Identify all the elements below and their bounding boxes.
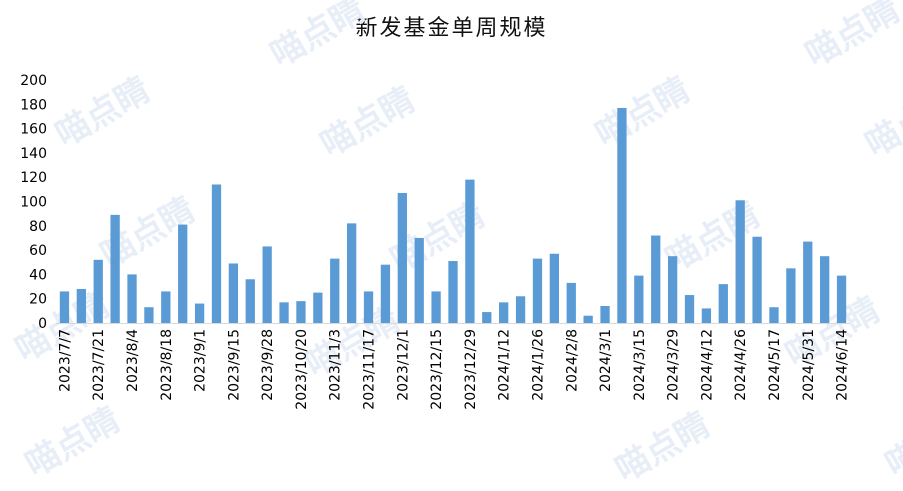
x-tick-label: 2023/12/29 (463, 329, 479, 410)
x-tick-label: 2023/9/28 (260, 329, 276, 401)
bar (448, 261, 458, 323)
bar (110, 214, 120, 323)
y-tick-label: 80 (29, 219, 47, 235)
bar (414, 237, 424, 323)
bar (144, 307, 154, 323)
bar (465, 179, 475, 323)
bar (549, 253, 560, 323)
bar (346, 223, 357, 323)
bar (313, 292, 323, 323)
x-tick-label: 2024/1/26 (530, 329, 546, 401)
bar (532, 258, 543, 323)
x-tick-label: 2023/9/1 (193, 329, 209, 392)
bar (482, 312, 492, 323)
x-tick-label: 2023/12/15 (429, 329, 445, 410)
chart-title: 新发基金单周规模 (355, 16, 548, 41)
x-tick-label: 2024/1/12 (497, 329, 513, 401)
bar (752, 236, 762, 323)
bar (363, 291, 374, 323)
x-tick-label: 2023/12/1 (395, 329, 411, 401)
y-tick-label: 20 (29, 292, 47, 308)
bar (59, 291, 70, 323)
bar (76, 288, 86, 323)
bar (769, 307, 779, 323)
x-tick-label: 2024/5/17 (767, 329, 783, 401)
bar (228, 263, 239, 323)
bar (161, 291, 171, 323)
bar (211, 184, 222, 323)
bar (600, 305, 610, 323)
x-tick-label: 2023/11/3 (328, 329, 344, 401)
y-tick-label: 120 (20, 170, 47, 186)
x-tick-label: 2024/4/12 (699, 329, 715, 401)
x-tick-label: 2024/2/8 (564, 329, 580, 392)
bar (93, 259, 103, 323)
x-tick-label: 2023/8/18 (159, 329, 175, 401)
bar (330, 258, 340, 323)
y-tick-label: 160 (20, 122, 47, 138)
bar (701, 308, 712, 323)
x-tick-label: 2024/3/15 (632, 329, 648, 401)
x-tick-label: 2023/9/15 (226, 329, 242, 401)
bar (820, 256, 830, 323)
x-tick-label: 2023/7/7 (57, 329, 73, 392)
bar (651, 235, 661, 323)
x-tick-label: 2023/10/20 (294, 329, 310, 410)
x-tick-label: 2024/6/14 (835, 329, 851, 401)
bar (194, 303, 205, 323)
bar (634, 275, 644, 323)
bar (397, 192, 407, 323)
x-tick-label: 2024/4/26 (733, 329, 749, 401)
bar (279, 302, 289, 323)
bar (786, 268, 796, 323)
bar (178, 224, 188, 323)
bar (431, 291, 441, 323)
x-tick-label: 2024/3/1 (598, 329, 614, 392)
y-tick-label: 40 (29, 267, 47, 283)
bar (127, 274, 137, 323)
bar (566, 282, 576, 323)
x-tick-label: 2024/3/29 (666, 329, 682, 401)
bar (583, 315, 593, 323)
bar (684, 295, 695, 323)
y-tick-label: 0 (38, 316, 47, 332)
y-tick-label: 100 (20, 195, 47, 211)
bar (617, 107, 627, 323)
bar (667, 256, 678, 323)
bar (245, 279, 255, 323)
y-tick-label: 180 (20, 97, 47, 113)
bar (735, 200, 745, 323)
y-tick-label: 200 (20, 73, 47, 89)
y-tick-label: 60 (29, 243, 47, 259)
bar (836, 275, 847, 323)
bar-chart: 0 20 40 60 80 100 120 140 160 180 200 2023/7/7 2023/… (20, 73, 851, 410)
bar (380, 264, 391, 323)
x-tick-label: 2023/11/17 (362, 329, 378, 410)
bar (262, 246, 272, 323)
x-tick-label: 2023/8/4 (125, 329, 141, 392)
bar (515, 296, 526, 323)
bar (296, 301, 306, 323)
bar (499, 302, 509, 323)
bar (718, 284, 728, 323)
bar (803, 241, 813, 323)
x-tick-label: 2023/7/21 (91, 329, 107, 401)
x-tick-label: 2024/5/31 (801, 329, 817, 401)
y-tick-label: 140 (20, 146, 47, 162)
